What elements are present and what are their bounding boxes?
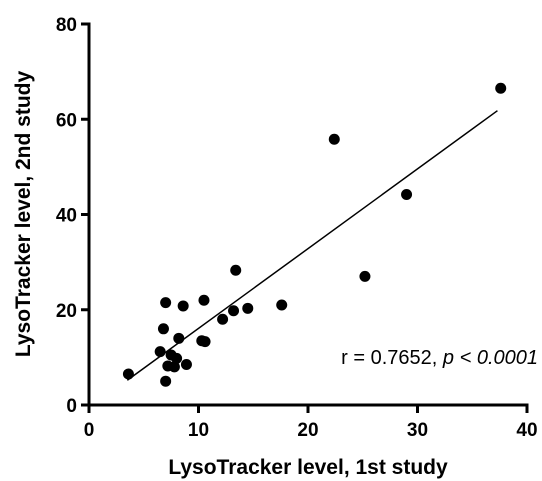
data-point [401, 188, 413, 200]
y-tick-label: 0 [66, 396, 77, 417]
data-point [198, 294, 210, 306]
data-point [122, 368, 134, 380]
data-point [199, 336, 211, 348]
regression-line [126, 110, 498, 381]
data-point [171, 352, 183, 364]
x-ticks: 0 10 20 30 40 [84, 405, 538, 441]
y-tick-label: 60 [56, 110, 77, 131]
data-point [359, 270, 371, 282]
annotation-suffix: < 0.0001 [454, 347, 538, 369]
data-point [228, 305, 240, 317]
data-point [160, 375, 172, 387]
data-point [217, 313, 229, 325]
data-point [173, 332, 185, 344]
annotation-prefix: r = 0.7652, [341, 347, 443, 369]
data-point [177, 300, 189, 312]
data-point [495, 82, 507, 94]
data-point [242, 302, 254, 314]
x-tick-label: 30 [407, 420, 428, 441]
data-point [276, 299, 288, 311]
data-point [230, 264, 242, 276]
annotation-p-label: p [442, 347, 454, 369]
data-point [160, 297, 172, 309]
data-point [168, 361, 180, 373]
y-tick-label: 20 [56, 301, 77, 322]
x-tick-label: 0 [84, 420, 95, 441]
data-points [122, 82, 507, 387]
x-tick-label: 20 [297, 420, 318, 441]
y-tick-label: 80 [56, 15, 77, 36]
data-point [180, 359, 192, 371]
data-point [328, 133, 340, 145]
y-ticks: 0 20 40 60 80 [56, 15, 89, 417]
x-tick-label: 10 [188, 420, 209, 441]
y-axis-title: LysoTracker level, 2nd study [12, 71, 35, 358]
correlation-annotation: r = 0.7652, p < 0.0001 [341, 347, 538, 369]
y-tick-label: 40 [56, 206, 77, 227]
x-tick-label: 40 [516, 420, 537, 441]
data-point [154, 346, 166, 358]
data-point [157, 323, 169, 335]
x-axis-title: LysoTracker level, 1st study [168, 456, 448, 479]
